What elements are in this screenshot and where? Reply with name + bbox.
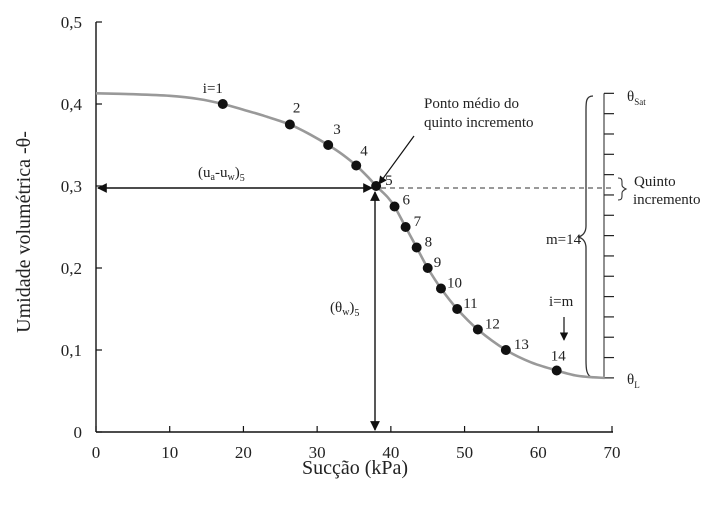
x-tick-label: 40 bbox=[382, 443, 399, 462]
data-point-label: 8 bbox=[425, 235, 433, 251]
theta-l-label: θL bbox=[627, 372, 640, 390]
data-point-label: 14 bbox=[551, 349, 567, 365]
x-tick-label: 30 bbox=[309, 443, 326, 462]
x-ticks: 0 10 20 30 40 50 60 70 bbox=[92, 426, 621, 462]
data-point bbox=[422, 263, 433, 273]
data-point-label: 7 bbox=[414, 214, 422, 230]
y-axis-title: Umidade volumétrica -θ- bbox=[13, 131, 35, 333]
data-point bbox=[400, 222, 411, 232]
y-tick-label: 0,4 bbox=[61, 95, 83, 114]
axes bbox=[95, 22, 613, 433]
ponto-medio-label-line1: Ponto médio do bbox=[424, 96, 519, 112]
increment-scale bbox=[603, 92, 614, 379]
data-point bbox=[323, 140, 334, 150]
big-brace bbox=[577, 95, 594, 379]
y-tick-label: 0 bbox=[74, 423, 83, 442]
x-tick-label: 50 bbox=[456, 443, 473, 462]
data-point bbox=[435, 283, 446, 294]
x-tick-label: 0 bbox=[92, 443, 101, 462]
data-point-label: 2 bbox=[293, 101, 301, 117]
m-14-label: m=14 bbox=[546, 232, 582, 248]
data-point bbox=[452, 304, 463, 314]
data-point-label: 13 bbox=[514, 337, 529, 353]
points-layer bbox=[217, 99, 562, 376]
data-point-label: 6 bbox=[403, 193, 411, 209]
x-tick-label: 10 bbox=[161, 443, 178, 462]
y-tick-label: 0,2 bbox=[61, 259, 82, 278]
data-point bbox=[551, 365, 562, 376]
data-point-label: 5 bbox=[385, 173, 393, 189]
y-tick-label: 0,1 bbox=[61, 341, 82, 360]
quinto-incremento-line1: Quinto bbox=[634, 174, 676, 190]
data-point-label: 9 bbox=[434, 255, 442, 271]
quinto-incremento-line2: incremento bbox=[633, 192, 700, 208]
data-point bbox=[284, 119, 295, 130]
data-point-label: i=1 bbox=[203, 81, 223, 97]
suction-5-label: (ua-uw)5 bbox=[198, 165, 245, 184]
pointer-arrow-midpoint bbox=[378, 135, 415, 185]
data-point-label: 3 bbox=[333, 122, 341, 138]
data-point bbox=[389, 201, 400, 212]
data-point-label: 4 bbox=[360, 144, 368, 160]
y-tick-label: 0,5 bbox=[61, 13, 82, 32]
ponto-medio-label-line2: quinto incremento bbox=[424, 115, 534, 131]
x-axis-title: Sucção (kPa) bbox=[302, 457, 408, 479]
theta-sat-label: θSat bbox=[627, 89, 646, 107]
data-point bbox=[411, 242, 422, 253]
y-tick-label: 0,3 bbox=[61, 177, 82, 196]
swcc-curve bbox=[95, 92, 605, 380]
data-point-label: 12 bbox=[485, 317, 500, 333]
small-brace bbox=[617, 177, 628, 201]
data-point bbox=[371, 181, 382, 191]
theta-w-5-label: (θw)5 bbox=[330, 300, 359, 319]
data-point bbox=[351, 160, 362, 171]
data-point bbox=[472, 324, 483, 335]
data-point bbox=[500, 345, 511, 355]
y-ticks: 0 0,1 0,2 0,3 0,4 0,5 bbox=[61, 13, 102, 442]
data-point-label: 10 bbox=[447, 276, 462, 292]
x-tick-label: 70 bbox=[604, 443, 621, 462]
x-tick-label: 60 bbox=[530, 443, 547, 462]
i-m-label: i=m bbox=[549, 294, 574, 310]
data-point bbox=[217, 99, 228, 109]
x-tick-label: 20 bbox=[235, 443, 252, 462]
data-point-label: 11 bbox=[463, 296, 477, 312]
